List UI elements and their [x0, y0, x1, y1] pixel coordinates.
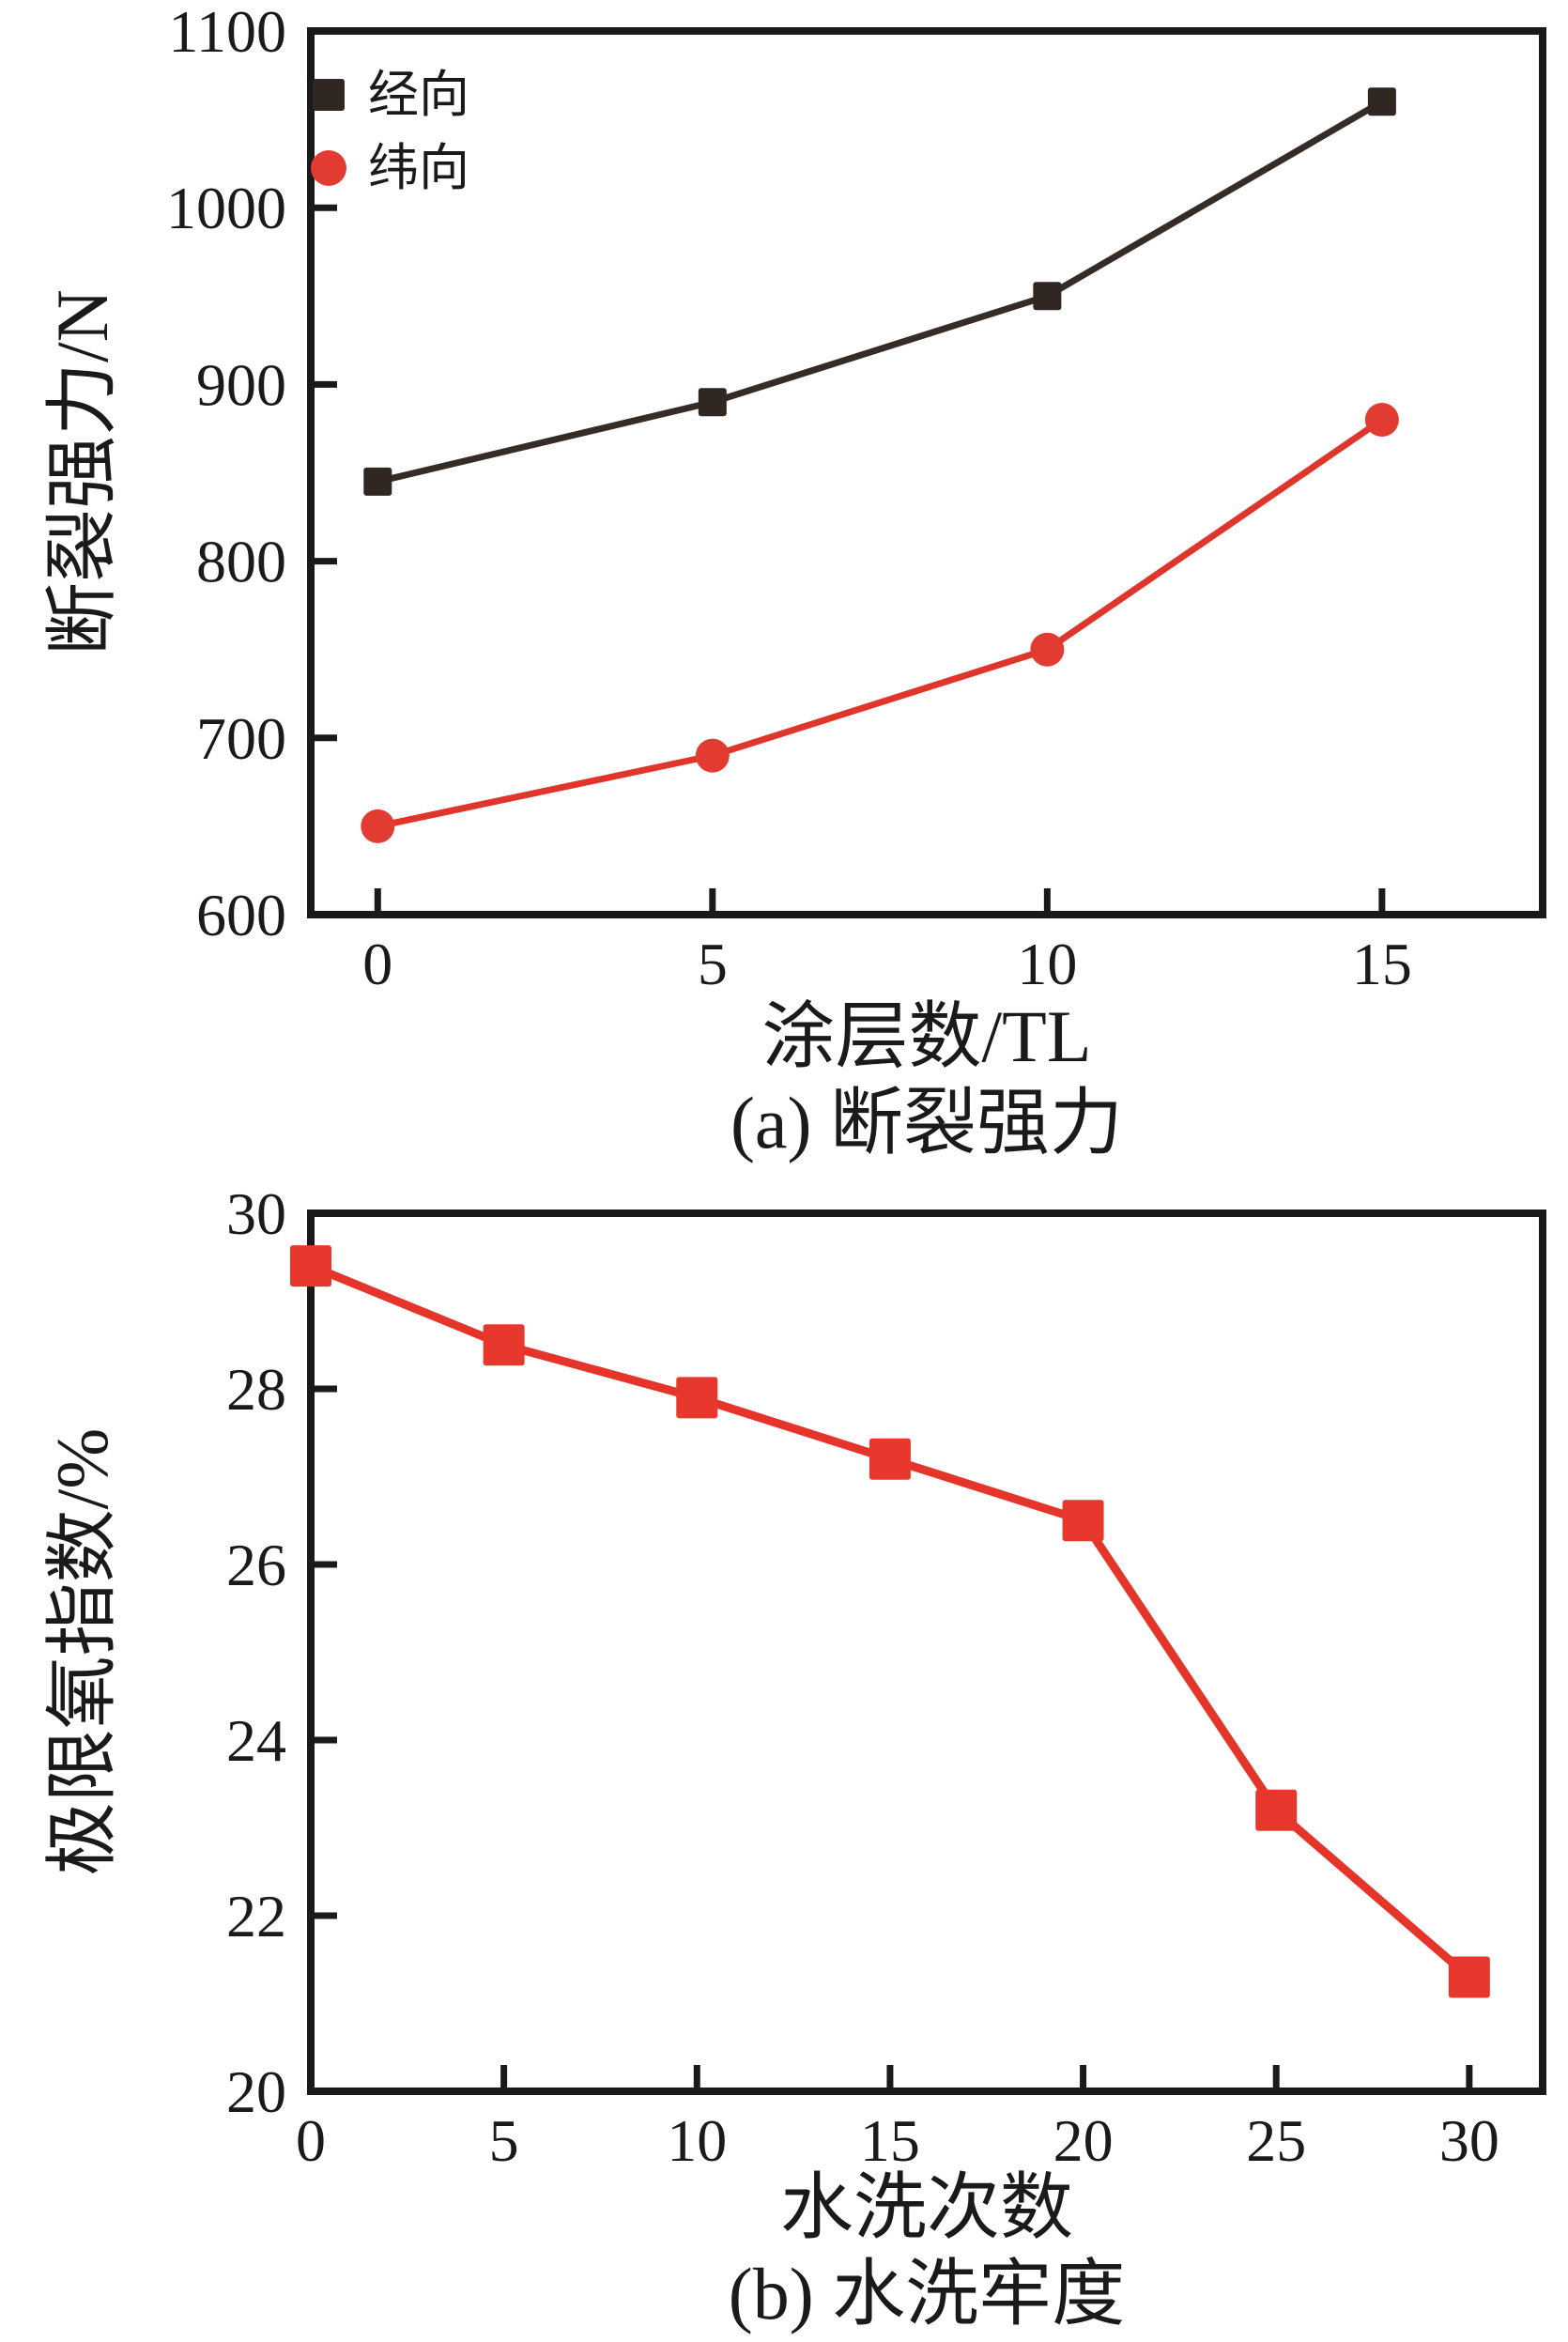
axes-frame — [307, 1210, 1546, 2095]
y-tick-label: 22 — [226, 1883, 286, 1949]
chart-a-caption: (a) 断裂强力 — [730, 1082, 1124, 1163]
y-tick-label: 28 — [226, 1356, 286, 1423]
chart-b-plot-area: 20 22 24 26 28 30 0 5 10 15 20 25 30 — [226, 1180, 1546, 2174]
data-point-square — [698, 388, 727, 417]
series-line — [306, 1261, 1474, 1981]
x-tick-label: 0 — [296, 2107, 326, 2174]
chart-b-washing-fastness: 20 22 24 26 28 30 0 5 10 15 20 25 30 极限氧指数/% 水洗次数 (b… — [0, 1171, 1568, 2342]
y-tick-label: 1100 — [168, 0, 286, 65]
legend-item-warp: 经向 — [310, 58, 469, 131]
x-tick-label: 20 — [1053, 2107, 1114, 2174]
warp-square-marker-icon — [310, 76, 347, 114]
data-point-square — [1062, 1500, 1104, 1542]
y-tick-label: 900 — [196, 351, 286, 418]
data-point-square — [290, 1245, 331, 1287]
data-point-square — [1367, 87, 1396, 116]
y-tick-label: 24 — [226, 1707, 286, 1774]
y-tick-label: 1000 — [166, 175, 286, 241]
chart-a-plot-area: 600 700 800 900 1000 1100 0 5 10 15 — [166, 0, 1546, 997]
data-point-circle — [695, 738, 730, 773]
x-tick-label: 5 — [489, 2107, 519, 2174]
x-tick-label: 15 — [1352, 931, 1412, 997]
legend-label-weft: 纬向 — [368, 140, 469, 196]
y-tick-label: 20 — [226, 2058, 286, 2125]
chart-b-caption: (b) 水洗牢度 — [728, 2253, 1126, 2334]
chart-a-y-axis-title: 断裂强力/N — [41, 289, 123, 656]
y-tick-label: 30 — [226, 1180, 286, 1247]
x-tick-label: 30 — [1439, 2107, 1499, 2174]
y-tick-label: 700 — [196, 705, 286, 772]
x-tick-label: 0 — [362, 931, 392, 997]
chart-b-y-axis-title: 极限氧指数/% — [41, 1427, 123, 1876]
data-point-square — [483, 1324, 525, 1366]
chart-a-x-axis-title: 涂层数/TL — [761, 995, 1092, 1077]
data-point-circle — [361, 809, 395, 843]
x-tick-label: 5 — [698, 931, 728, 997]
data-point-square — [1448, 1956, 1490, 1998]
axes-frame — [307, 27, 1546, 918]
chart-a-legend: 经向 纬向 — [310, 58, 469, 205]
weft-circle-marker-icon — [310, 149, 347, 187]
data-point-square — [869, 1438, 911, 1480]
data-point-square — [676, 1377, 718, 1419]
x-tick-label: 25 — [1246, 2107, 1306, 2174]
data-point-square — [363, 467, 392, 496]
chart-b-x-axis-title: 水洗次数 — [779, 2166, 1073, 2248]
data-point-circle — [1364, 403, 1399, 438]
data-point-square — [1033, 282, 1062, 311]
legend-label-warp: 经向 — [368, 67, 469, 123]
y-tick-label: 800 — [196, 529, 286, 595]
series-line — [374, 416, 1386, 830]
x-tick-label: 10 — [667, 2107, 727, 2174]
x-tick-label: 10 — [1017, 931, 1077, 997]
chart-a-breaking-strength: 600 700 800 900 1000 1100 0 5 10 15 断裂强力/N 经向 纬向 … — [41, 0, 1546, 1163]
y-tick-label: 600 — [196, 882, 286, 948]
legend-item-weft: 纬向 — [310, 131, 469, 205]
data-point-circle — [1030, 632, 1065, 667]
x-tick-label: 15 — [860, 2107, 920, 2174]
data-point-square — [1255, 1789, 1298, 1831]
series-line — [374, 98, 1386, 485]
y-tick-label: 26 — [226, 1532, 286, 1598]
